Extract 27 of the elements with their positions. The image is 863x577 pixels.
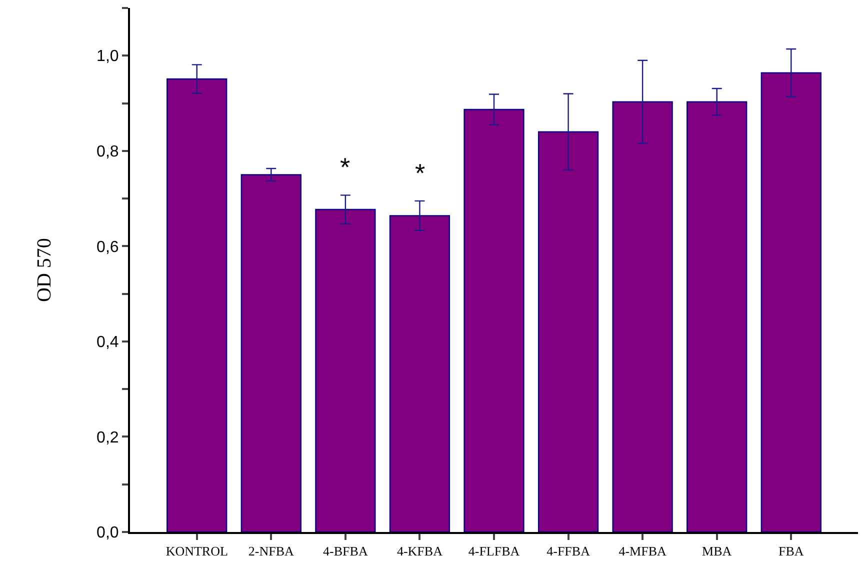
bar — [686, 101, 748, 532]
x-tick-label: MBA — [702, 544, 732, 559]
y-axis-title: OD 570 — [34, 238, 56, 302]
y-tick-label: 0,2 — [96, 429, 119, 446]
bar — [166, 78, 228, 532]
bar — [315, 208, 376, 532]
y-tick-label: 0,0 — [96, 524, 119, 542]
annotation: * — [415, 158, 426, 188]
x-tick-label: 2-NFBA — [248, 544, 294, 559]
bar — [760, 72, 822, 532]
y-tick-label: 1,0 — [96, 48, 119, 66]
x-tick-label: 4-BFBA — [323, 544, 368, 559]
y-tick-label: 0,6 — [96, 238, 119, 256]
bar — [464, 108, 524, 532]
annotation: * — [340, 152, 350, 182]
x-tick-label: 4-FLFBA — [468, 544, 520, 559]
y-tick-label: 0,4 — [96, 334, 119, 352]
x-tick-label: FBA — [778, 544, 804, 559]
x-tick-label: 4-KFBA — [396, 544, 444, 559]
x-tick-label: 4-MFBA — [618, 544, 668, 559]
bar — [389, 215, 450, 532]
bar — [538, 131, 599, 532]
bar — [612, 101, 673, 532]
x-tick-label: KONTROL — [166, 544, 228, 559]
bar — [240, 174, 302, 532]
x-tick-label: 4-FFBA — [546, 544, 591, 559]
y-tick-label: 0,8 — [96, 144, 119, 161]
